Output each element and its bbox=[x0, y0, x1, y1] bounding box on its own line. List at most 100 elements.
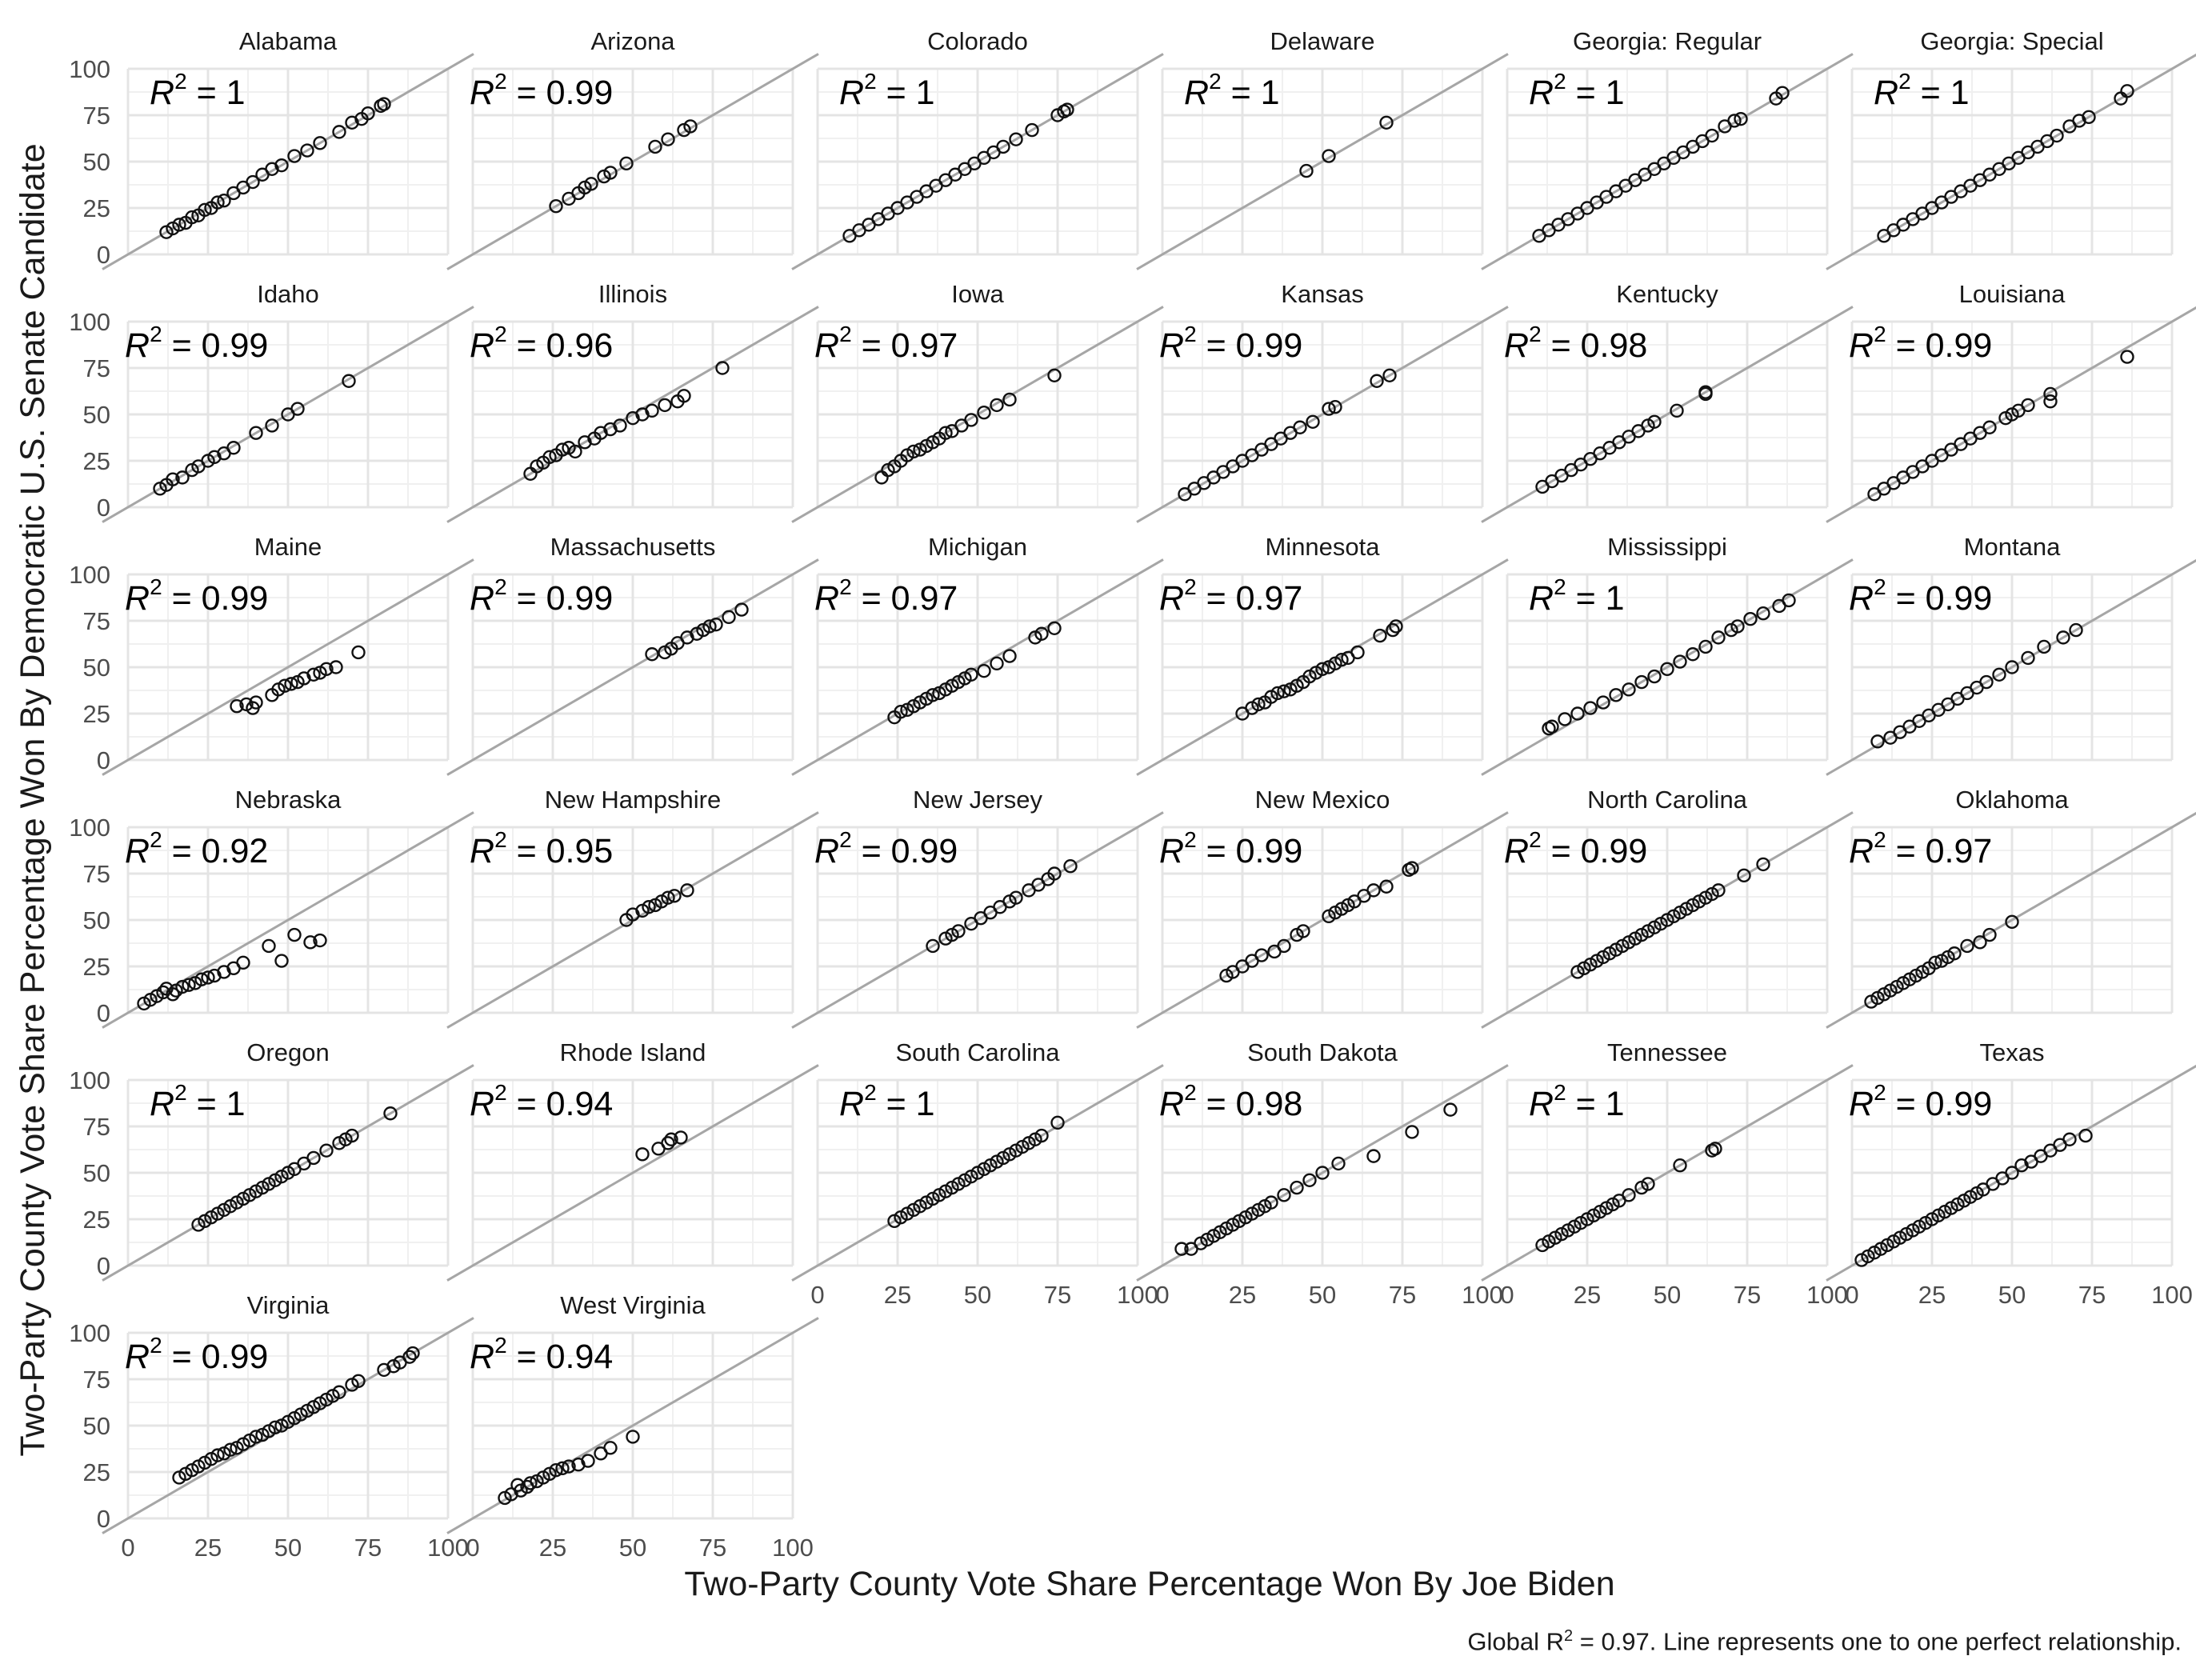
data-point bbox=[1009, 890, 1023, 905]
data-point bbox=[1973, 935, 1987, 950]
data-point bbox=[268, 1420, 282, 1435]
data-point bbox=[175, 470, 190, 485]
data-point bbox=[1979, 674, 1994, 690]
data-point bbox=[1596, 695, 1610, 710]
data-point bbox=[1730, 619, 1745, 634]
r-squared-value: = 0.99 bbox=[1197, 832, 1303, 870]
r-squared-symbol: R bbox=[470, 579, 494, 618]
y-tick-label: 25 bbox=[83, 1206, 110, 1234]
data-point bbox=[345, 1128, 359, 1143]
y-tick-label: 75 bbox=[83, 1113, 110, 1141]
data-point bbox=[300, 143, 314, 158]
data-point bbox=[329, 660, 343, 674]
facet-title: Michigan bbox=[928, 533, 1027, 561]
r-squared-label: R2 = 0.97 bbox=[814, 322, 958, 365]
data-point bbox=[210, 1448, 225, 1462]
data-point bbox=[702, 619, 717, 634]
r-squared-label: R2 = 0.99 bbox=[125, 322, 268, 365]
r-squared-label: R2 = 0.92 bbox=[125, 827, 268, 870]
r-squared-value: = 0.99 bbox=[507, 74, 614, 112]
data-point bbox=[1322, 402, 1336, 416]
reference-line bbox=[102, 1064, 474, 1282]
facet-panel: Illinois R2 = 0.96 bbox=[446, 280, 819, 523]
data-point bbox=[1047, 866, 1062, 881]
data-point bbox=[383, 1106, 398, 1121]
data-point bbox=[210, 195, 225, 210]
r-squared-value: = 1 bbox=[1566, 1085, 1625, 1123]
data-point bbox=[990, 398, 1004, 413]
r-squared-label: R2 = 0.99 bbox=[1849, 1080, 1992, 1123]
x-tick-label: 100 bbox=[1806, 1281, 1848, 1309]
r-squared-symbol: R bbox=[1529, 579, 1554, 618]
r-squared-symbol: R bbox=[1849, 1085, 1874, 1123]
data-point bbox=[1379, 115, 1394, 130]
r-squared-exponent: 2 bbox=[1529, 322, 1542, 346]
facet-title: Georgia: Regular bbox=[1573, 27, 1762, 55]
facet-panel: Massachusetts R2 = 0.99 bbox=[446, 533, 819, 776]
facet-panel: North Carolina R2 = 0.99 bbox=[1481, 786, 1854, 1029]
r-squared-value: = 0.99 bbox=[1886, 579, 1993, 618]
facet-title: Virginia bbox=[247, 1291, 330, 1319]
facet-title: Alabama bbox=[239, 27, 338, 55]
r-squared-label: R2 = 1 bbox=[839, 69, 935, 112]
data-point bbox=[874, 470, 889, 485]
data-point bbox=[287, 927, 302, 942]
reference-line bbox=[1481, 306, 1854, 523]
r-squared-symbol: R bbox=[125, 832, 150, 870]
facet-title: Iowa bbox=[951, 280, 1004, 308]
data-point bbox=[680, 883, 694, 898]
data-point bbox=[977, 663, 991, 678]
x-tick-label: 25 bbox=[884, 1281, 911, 1309]
facet-panel: Delaware R2 = 1 bbox=[1136, 27, 1509, 270]
r-squared-value: = 0.94 bbox=[507, 1338, 614, 1376]
data-point bbox=[1647, 669, 1662, 684]
data-point bbox=[1350, 645, 1365, 660]
data-point bbox=[1570, 706, 1585, 721]
r-squared-exponent: 2 bbox=[1209, 69, 1222, 94]
x-tick-label: 100 bbox=[2151, 1281, 2193, 1309]
x-tick-label: 75 bbox=[354, 1534, 382, 1562]
reference-line bbox=[102, 306, 474, 523]
r-squared-label: R2 = 0.97 bbox=[1159, 574, 1302, 618]
data-point bbox=[1756, 606, 1770, 621]
r-squared-exponent: 2 bbox=[839, 827, 852, 852]
y-axis-title: Two-Party County Vote Share Percentage W… bbox=[14, 143, 52, 1456]
data-point bbox=[319, 662, 334, 677]
data-point bbox=[351, 1374, 366, 1389]
data-point bbox=[1334, 653, 1349, 667]
data-point bbox=[562, 1459, 576, 1474]
r-squared-value: = 0.99 bbox=[1886, 326, 1993, 365]
data-point bbox=[319, 1143, 334, 1158]
r-squared-exponent: 2 bbox=[1874, 574, 1886, 599]
data-point bbox=[658, 398, 672, 413]
r-squared-value: = 1 bbox=[1566, 579, 1625, 618]
facet-panel: Nebraska R2 = 0.92 0 25 50 75 100 bbox=[69, 786, 474, 1029]
data-point bbox=[1293, 420, 1307, 434]
facet-panel: Colorado R2 = 1 bbox=[791, 27, 1164, 270]
data-point bbox=[1545, 719, 1559, 734]
data-point bbox=[2037, 639, 2051, 654]
data-point bbox=[313, 933, 327, 948]
y-tick-label: 0 bbox=[97, 1505, 110, 1533]
x-tick-label: 25 bbox=[539, 1534, 566, 1562]
r-squared-value: = 0.99 bbox=[162, 1338, 269, 1376]
y-tick-label: 100 bbox=[69, 561, 110, 589]
y-tick-label: 50 bbox=[83, 1412, 110, 1440]
r-squared-value: = 0.97 bbox=[852, 326, 958, 365]
r-squared-symbol: R bbox=[814, 832, 839, 870]
data-point bbox=[1782, 593, 1796, 608]
r-squared-label: R2 = 0.98 bbox=[1504, 322, 1647, 365]
facet-title: Kansas bbox=[1281, 280, 1363, 308]
facet-title: North Carolina bbox=[1587, 786, 1748, 814]
reference-line bbox=[1136, 1064, 1509, 1282]
r-squared-value: = 1 bbox=[1911, 74, 1970, 112]
data-point bbox=[1009, 132, 1023, 146]
r-squared-symbol: R bbox=[125, 579, 150, 618]
r-squared-symbol: R bbox=[814, 579, 839, 618]
r-squared-label: R2 = 1 bbox=[1529, 574, 1625, 618]
data-point bbox=[1708, 1142, 1722, 1156]
data-point bbox=[1379, 879, 1394, 894]
data-point bbox=[2005, 914, 2019, 930]
y-tick-label: 75 bbox=[83, 354, 110, 382]
data-point bbox=[964, 667, 978, 682]
